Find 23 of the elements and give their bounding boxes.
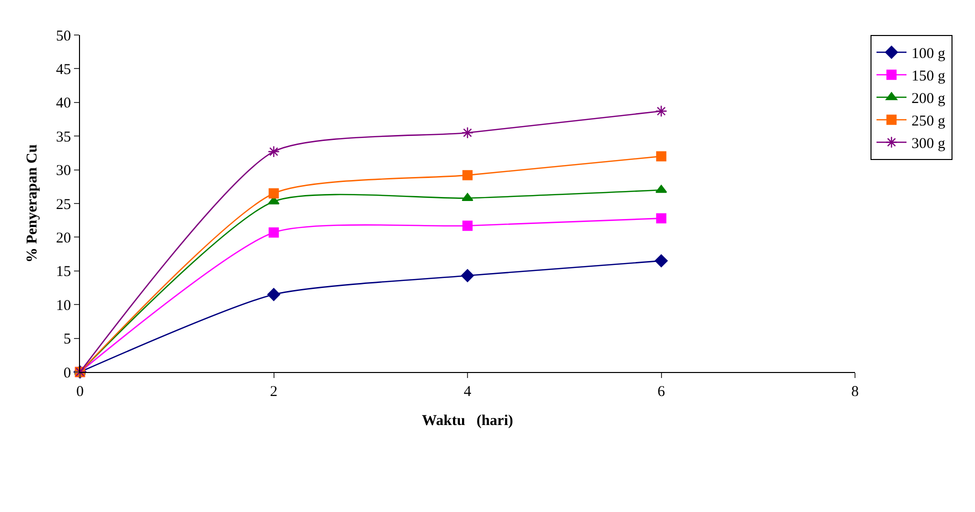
- y-tick-label: 45: [56, 62, 71, 78]
- x-tick-label: 6: [658, 384, 666, 400]
- y-tick-label: 0: [64, 365, 71, 382]
- y-tick-label: 50: [56, 28, 71, 44]
- y-tick-label: 5: [64, 332, 71, 348]
- x-axis-title: Waktu (hari): [422, 413, 514, 429]
- legend-label: 300 g: [912, 136, 946, 152]
- legend-label: 100 g: [912, 46, 946, 62]
- legend-label: 200 g: [912, 91, 946, 108]
- y-tick-label: 30: [56, 163, 71, 180]
- y-tick-label: 25: [56, 196, 71, 213]
- x-tick-label: 2: [270, 384, 278, 400]
- y-tick-label: 40: [56, 96, 71, 112]
- y-axis-title: % Penyerapan Cu: [24, 144, 40, 263]
- y-tick-label: 35: [56, 129, 71, 146]
- y-tick-label: 10: [56, 298, 71, 314]
- y-tick-label: 15: [56, 264, 71, 280]
- legend-label: 250 g: [912, 114, 946, 130]
- x-tick-label: 4: [464, 384, 472, 400]
- y-tick-label: 20: [56, 230, 71, 246]
- x-tick-label: 8: [851, 384, 859, 400]
- x-tick-label: 0: [76, 384, 84, 400]
- legend-label: 150 g: [912, 68, 946, 85]
